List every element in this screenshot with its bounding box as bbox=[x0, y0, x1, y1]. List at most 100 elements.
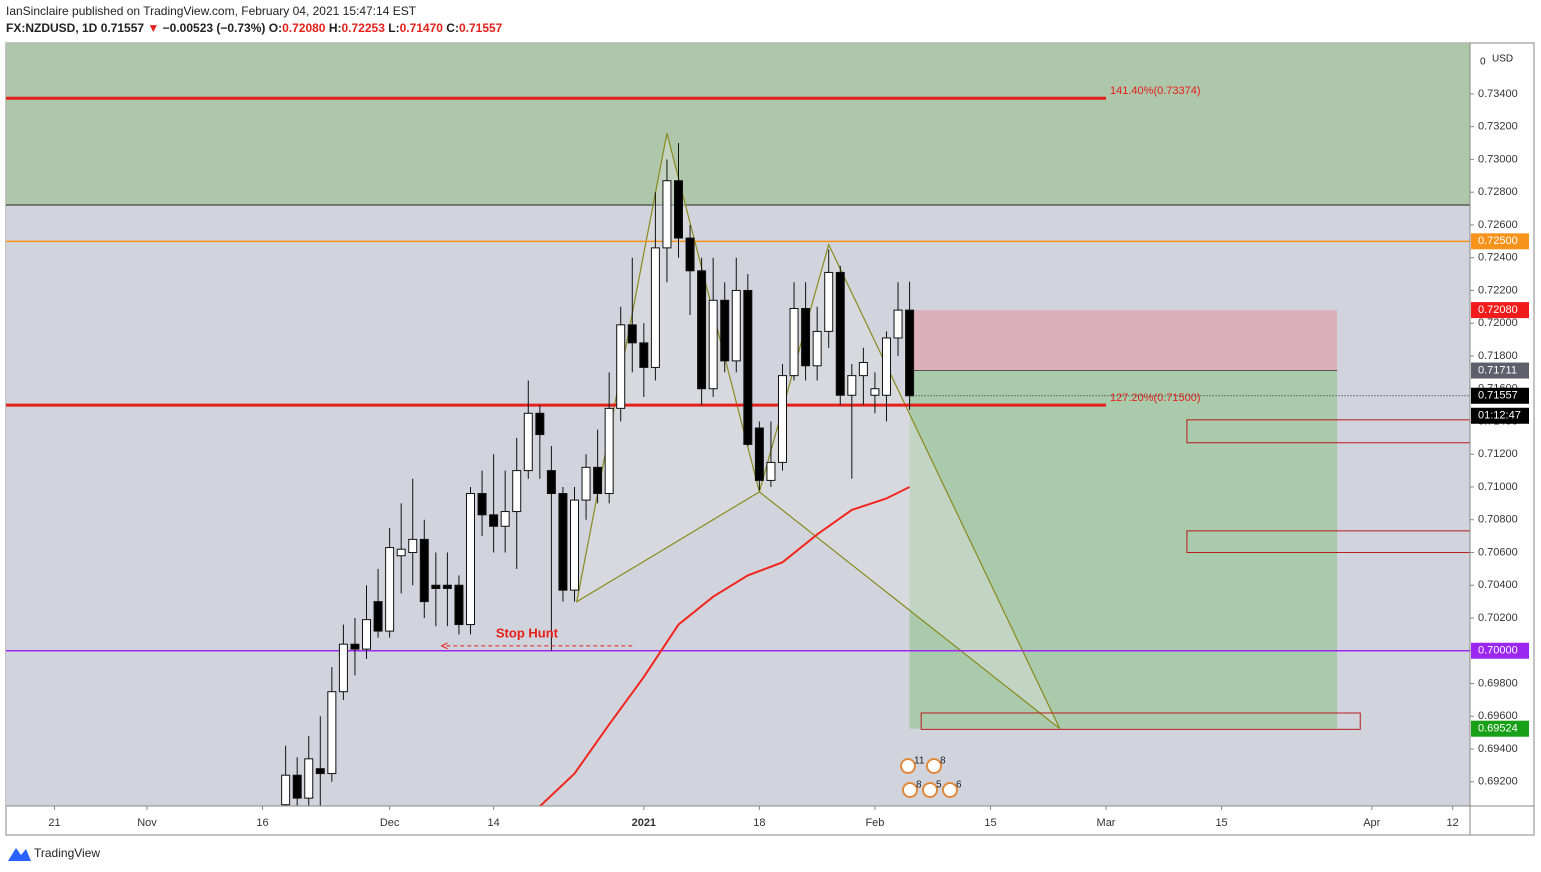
candle-body bbox=[466, 493, 476, 626]
y-tick-label: 0.69400 bbox=[1478, 743, 1518, 755]
target-box bbox=[1186, 530, 1470, 553]
candle-body bbox=[431, 584, 441, 590]
candle-body bbox=[304, 758, 314, 799]
candle-body bbox=[350, 643, 360, 650]
y-tick-label: 0.70600 bbox=[1478, 546, 1518, 558]
candle-body bbox=[812, 330, 822, 367]
candle-body bbox=[731, 289, 741, 362]
footer-logo: TradingView bbox=[8, 846, 100, 861]
event-icon bbox=[922, 782, 938, 798]
x-tick-label: 21 bbox=[48, 817, 60, 829]
x-tick-label: 16 bbox=[256, 817, 268, 829]
candle-body bbox=[604, 407, 614, 495]
target-box bbox=[1186, 419, 1470, 444]
event-count: 6 bbox=[956, 780, 962, 791]
last: 0.71557 bbox=[101, 21, 145, 35]
symbol-line: FX:NZDUSD, 1D 0.71557 ▼ −0.00523 (−0.73%… bbox=[6, 21, 503, 35]
y-tick-label: 0.72000 bbox=[1478, 317, 1518, 329]
candle-body bbox=[893, 309, 903, 339]
x-tick-label: 15 bbox=[1215, 817, 1227, 829]
price-badge-label: 0.72500 bbox=[1478, 235, 1518, 247]
x-tick-label: Mar bbox=[1097, 817, 1116, 829]
candle-body bbox=[835, 271, 845, 396]
footer-text: TradingView bbox=[34, 846, 100, 860]
price-badge-label: 0.69524 bbox=[1478, 723, 1518, 735]
candle-body bbox=[512, 470, 522, 513]
y-tick-label: 0.69200 bbox=[1478, 776, 1518, 788]
x-tick-label: Feb bbox=[865, 817, 884, 829]
price-badge bbox=[1471, 387, 1529, 404]
candle-body bbox=[858, 362, 868, 377]
price-badge-label: 0.71711 bbox=[1478, 364, 1517, 376]
event-icon bbox=[900, 758, 916, 774]
y-tick-label: 0.72600 bbox=[1478, 219, 1518, 231]
x-tick-label: 15 bbox=[984, 817, 996, 829]
countdown-badge bbox=[1471, 407, 1529, 424]
candle-body bbox=[477, 493, 487, 516]
candle-body bbox=[697, 270, 707, 390]
candle-body bbox=[870, 388, 880, 396]
candle-body bbox=[881, 337, 891, 396]
candle-body bbox=[766, 461, 776, 481]
price-badge bbox=[1471, 720, 1529, 737]
candle-body bbox=[385, 547, 395, 632]
y-tick-label: 0.72200 bbox=[1478, 284, 1518, 296]
y-tick-label: 0.71200 bbox=[1478, 448, 1518, 460]
y-tick-label: 0.72400 bbox=[1478, 252, 1518, 264]
x-tick-label: 14 bbox=[487, 817, 499, 829]
candle-body bbox=[743, 289, 753, 445]
candle-body bbox=[362, 619, 372, 650]
h: 0.72253 bbox=[342, 21, 386, 35]
publisher: IanSinclaire published on TradingView.co… bbox=[6, 4, 417, 18]
risk-zone bbox=[909, 310, 1338, 371]
l: 0.71470 bbox=[400, 21, 444, 35]
countdown: 01:12:47 bbox=[1478, 410, 1521, 422]
l-label: L: bbox=[388, 21, 399, 35]
candle-body bbox=[523, 412, 533, 472]
y-tick-label: 0.71000 bbox=[1478, 481, 1518, 493]
candle-body bbox=[292, 774, 302, 799]
logo-icon bbox=[8, 848, 31, 861]
candle-body bbox=[489, 514, 499, 527]
y-tick-label: 0.72800 bbox=[1478, 186, 1518, 198]
x-tick-label: 12 bbox=[1447, 817, 1459, 829]
o: 0.72080 bbox=[282, 21, 326, 35]
candle-body bbox=[546, 470, 556, 495]
candle-body bbox=[454, 584, 464, 626]
level-label: 141.40%(0.73374) bbox=[1110, 85, 1201, 97]
candle-body bbox=[639, 342, 649, 368]
candle-body bbox=[662, 180, 672, 249]
candle-body bbox=[905, 309, 915, 397]
currency: USD bbox=[1492, 54, 1513, 65]
y-tick-label: 0.70200 bbox=[1478, 612, 1518, 624]
event-count: 8 bbox=[940, 756, 946, 767]
y-tick-label: 0.70800 bbox=[1478, 514, 1518, 526]
plot: 141.40%(0.73374) 127.20%(0.71500) Stop Hun… bbox=[6, 43, 1470, 806]
x-tick-label: Apr bbox=[1363, 817, 1380, 829]
axes: 0 USD 0.73400 0.73200 0.73000 0.72800 0.72600 0… bbox=[48, 54, 1529, 829]
event-count: 8 bbox=[916, 780, 922, 791]
candle-body bbox=[408, 538, 418, 553]
c-label: C: bbox=[446, 21, 459, 35]
y-tick-label: 0.73400 bbox=[1478, 88, 1518, 100]
candle-body bbox=[338, 643, 348, 693]
price-badge bbox=[1471, 233, 1529, 250]
x-tick-label: 2021 bbox=[632, 817, 656, 829]
candle-body bbox=[650, 247, 660, 368]
candle-body bbox=[396, 548, 406, 557]
axis-top-label: 0 bbox=[1480, 57, 1486, 68]
candle-body bbox=[789, 307, 799, 377]
x-tick-label: Dec bbox=[380, 817, 400, 829]
candle-body bbox=[315, 768, 325, 775]
candle-body bbox=[281, 774, 291, 806]
candle-body bbox=[581, 466, 591, 501]
symbol: FX:NZDUSD, 1D bbox=[6, 21, 98, 35]
event-icon bbox=[942, 782, 958, 798]
price-badge-label: 0.71557 bbox=[1478, 390, 1518, 402]
y-tick-label: 0.69600 bbox=[1478, 710, 1518, 722]
arrow-head bbox=[440, 642, 448, 650]
h-label: H: bbox=[329, 21, 342, 35]
candle-body bbox=[419, 538, 429, 603]
price-badge bbox=[1471, 362, 1529, 379]
